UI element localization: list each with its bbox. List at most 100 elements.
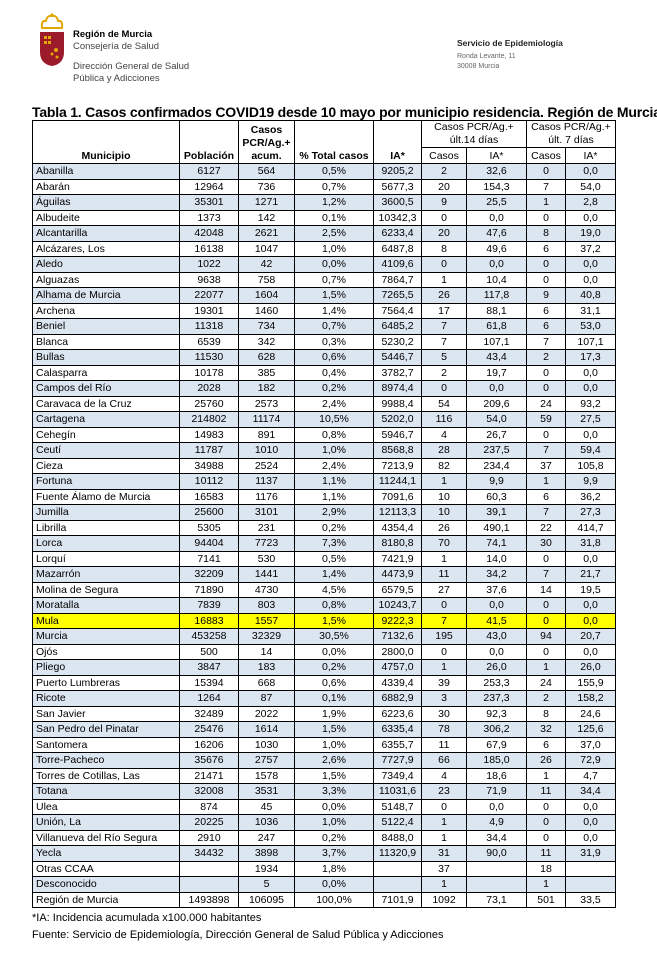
casos-14-cell: 4 xyxy=(421,767,467,784)
table-row: Jumilla 25600 3101 2,9% 12113,3 10 39,1 7 27,3 xyxy=(32,504,616,521)
ia-14-cell: 107,1 xyxy=(466,333,527,350)
casos-14-cell: 3 xyxy=(421,690,467,707)
municipio-cell: Alguazas xyxy=(32,271,180,288)
ia-14-cell: 253,3 xyxy=(466,674,527,691)
ia-cell: 10243,7 xyxy=(373,597,422,614)
municipio-cell: Ceutí xyxy=(32,442,180,459)
ia-7-cell: 4,7 xyxy=(565,767,616,784)
table-row: Santomera 16206 1030 1,0% 6355,7 11 67,9 6 37,0 xyxy=(32,736,616,753)
service-name: Servicio de Epidemiología xyxy=(457,38,563,48)
municipio-cell: Pliego xyxy=(32,659,180,676)
ia-cell: 4109,6 xyxy=(373,256,422,273)
poblacion-cell xyxy=(179,860,239,877)
casos-14-cell: 1 xyxy=(421,473,467,490)
poblacion-cell xyxy=(179,876,239,893)
table-row: Alcantarilla 42048 2621 2,5% 6233,4 20 47,6 8 19… xyxy=(32,225,616,242)
casos-7-cell: 7 xyxy=(526,178,566,195)
table-row: Albudeite 1373 142 0,1% 10342,3 0 0,0 0 0,0 xyxy=(32,209,616,226)
casos-7-cell: 11 xyxy=(526,845,566,862)
cases-table: Municipio Población Casos PCR/Ag.+ acum.… xyxy=(32,120,616,908)
ia-7-cell: 27,5 xyxy=(565,411,616,428)
table-row: Abarán 12964 736 0,7% 5677,3 20 154,3 7 54,0 xyxy=(32,178,616,195)
casos-acum-cell: 891 xyxy=(238,426,295,443)
casos-7-cell: 30 xyxy=(526,535,566,552)
municipio-cell: Alhama de Murcia xyxy=(32,287,180,304)
casos-14-cell: 0 xyxy=(421,798,467,815)
casos-7-cell: 501 xyxy=(526,891,566,908)
ia-7-cell: 414,7 xyxy=(565,519,616,536)
casos-acum-cell: 5 xyxy=(238,876,295,893)
casos-acum-cell: 1176 xyxy=(238,488,295,505)
ia-cell: 5122,4 xyxy=(373,814,422,831)
ia-7-cell: 0,0 xyxy=(565,550,616,567)
table-row: Caravaca de la Cruz 25760 2573 2,4% 9988,4 54… xyxy=(32,395,616,412)
pct-cell: 1,5% xyxy=(294,287,374,304)
poblacion-cell: 874 xyxy=(179,798,239,815)
ia-7-cell: 26,0 xyxy=(565,659,616,676)
municipio-cell: Albudeite xyxy=(32,209,180,226)
municipio-cell: Campos del Río xyxy=(32,380,180,397)
ia-7-cell: 37,2 xyxy=(565,240,616,257)
casos-14-cell: 1 xyxy=(421,550,467,567)
pct-cell: 2,6% xyxy=(294,752,374,769)
casos-7-cell: 0 xyxy=(526,597,566,614)
casos-acum-cell: 247 xyxy=(238,829,295,846)
casos-acum-cell: 564 xyxy=(238,163,295,180)
poblacion-cell: 12964 xyxy=(179,178,239,195)
casos-acum-cell: 14 xyxy=(238,643,295,660)
ia-cell: 7727,9 xyxy=(373,752,422,769)
casos-7-cell: 0 xyxy=(526,643,566,660)
table-row: Lorquí 7141 530 0,5% 7421,9 1 14,0 0 0,0 xyxy=(32,550,616,567)
municipio-cell: Yecla xyxy=(32,845,180,862)
poblacion-cell: 16583 xyxy=(179,488,239,505)
pct-cell: 0,7% xyxy=(294,178,374,195)
ia-7-cell: 36,2 xyxy=(565,488,616,505)
poblacion-cell: 22077 xyxy=(179,287,239,304)
ia-14-cell: 34,2 xyxy=(466,566,527,583)
poblacion-cell: 94404 xyxy=(179,535,239,552)
ia-14-cell: 43,0 xyxy=(466,628,527,645)
ia-cell: 3600,5 xyxy=(373,194,422,211)
casos-acum-cell: 1137 xyxy=(238,473,295,490)
poblacion-cell: 14983 xyxy=(179,426,239,443)
poblacion-cell: 32489 xyxy=(179,705,239,722)
ia-14-cell: 490,1 xyxy=(466,519,527,536)
casos-14-cell: 195 xyxy=(421,628,467,645)
ia-14-cell: 67,9 xyxy=(466,736,527,753)
ia-cell: 9205,2 xyxy=(373,163,422,180)
ia-7-cell: 0,0 xyxy=(565,209,616,226)
pct-cell: 1,8% xyxy=(294,860,374,877)
casos-14-cell: 10 xyxy=(421,488,467,505)
poblacion-cell: 71890 xyxy=(179,581,239,598)
casos-acum-cell: 1460 xyxy=(238,302,295,319)
casos-14-cell: 0 xyxy=(421,256,467,273)
table-row: Ojós 500 14 0,0% 2800,0 0 0,0 0 0,0 xyxy=(32,643,616,660)
casos-14-cell: 11 xyxy=(421,736,467,753)
ia-cell: 11320,9 xyxy=(373,845,422,862)
ia-14-cell: 71,9 xyxy=(466,783,527,800)
ia-14-cell: 61,8 xyxy=(466,318,527,335)
ia-cell: 3782,7 xyxy=(373,364,422,381)
casos-acum-cell: 142 xyxy=(238,209,295,226)
casos-14-cell: 7 xyxy=(421,318,467,335)
pct-cell: 0,6% xyxy=(294,349,374,366)
ia-14-cell: 26,0 xyxy=(466,659,527,676)
ia-7-cell: 155,9 xyxy=(565,674,616,691)
table-row: Fuente Álamo de Murcia 16583 1176 1,1% 7091,… xyxy=(32,488,616,505)
casos-acum-cell: 736 xyxy=(238,178,295,195)
ia-7-cell: 0,0 xyxy=(565,256,616,273)
pct-cell: 1,5% xyxy=(294,767,374,784)
casos-14-cell: 23 xyxy=(421,783,467,800)
poblacion-cell: 25600 xyxy=(179,504,239,521)
table-row: Moratalla 7839 803 0,8% 10243,7 0 0,0 0 0,0 xyxy=(32,597,616,614)
poblacion-cell: 9638 xyxy=(179,271,239,288)
ia-7-cell: 19,0 xyxy=(565,225,616,242)
poblacion-cell: 19301 xyxy=(179,302,239,319)
ia-cell: 8568,8 xyxy=(373,442,422,459)
service-address1: Ronda Levante, 11 xyxy=(457,53,516,60)
casos-acum-cell: 734 xyxy=(238,318,295,335)
casos-acum-cell: 3898 xyxy=(238,845,295,862)
casos-acum-cell: 530 xyxy=(238,550,295,567)
ia-cell: 6223,6 xyxy=(373,705,422,722)
municipio-cell: Otras CCAA xyxy=(32,860,180,877)
